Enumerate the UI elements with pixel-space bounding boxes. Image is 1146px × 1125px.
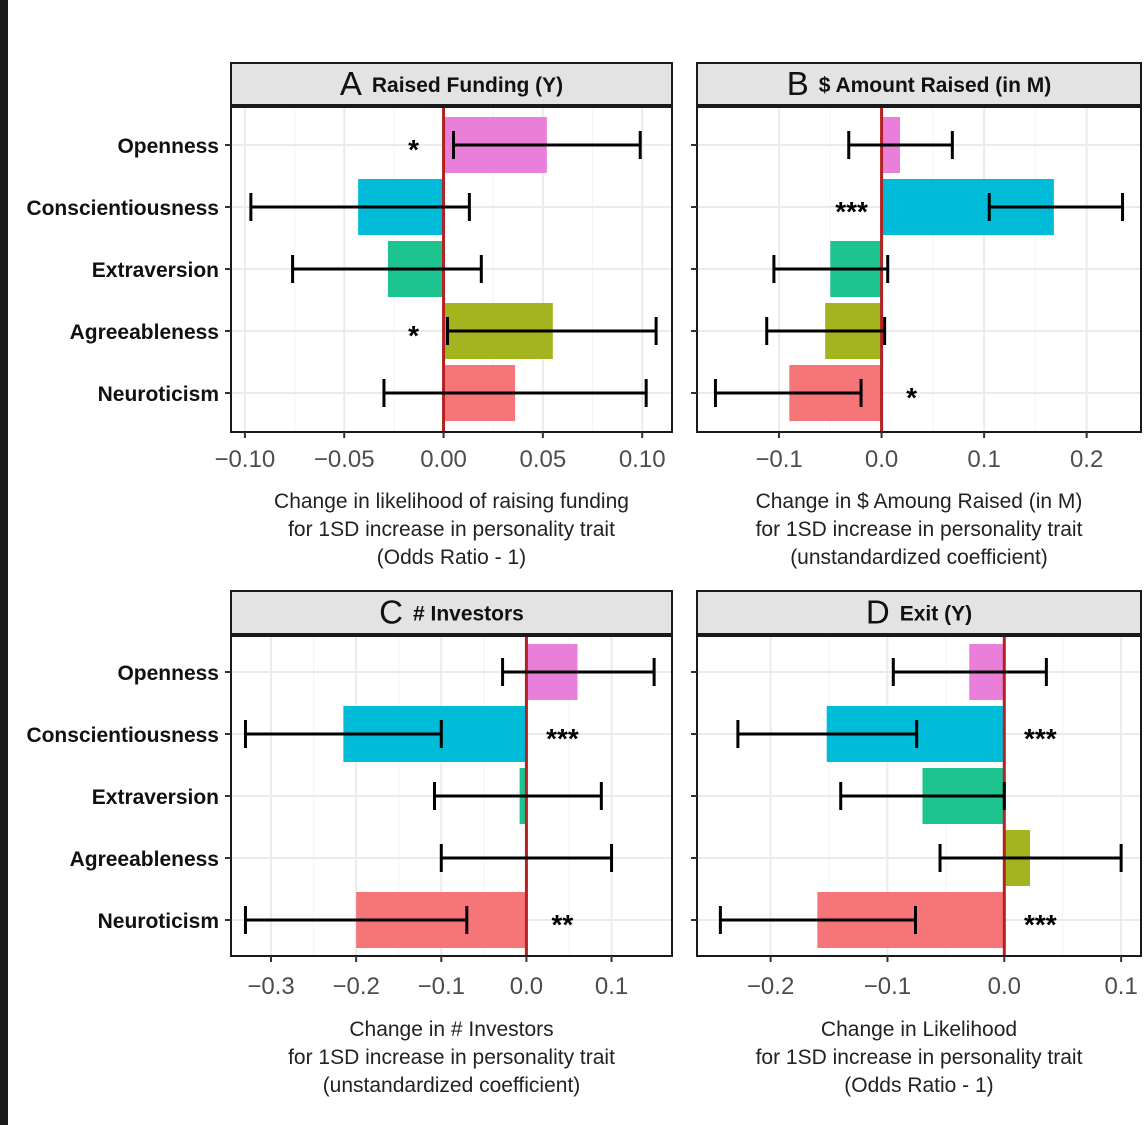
significance-label: **: [552, 909, 574, 940]
x-tick-label: 0.1: [967, 446, 1000, 473]
category-label: Extraversion: [92, 259, 219, 282]
x-tick-label: −0.05: [314, 446, 375, 473]
error-bar-openness: [847, 131, 954, 159]
x-axis-label-line: for 1SD increase in personality trait: [756, 1046, 1083, 1069]
x-tick-label: −0.10: [215, 446, 276, 473]
category-label: Conscientiousness: [26, 197, 219, 220]
significance-label: *: [408, 134, 419, 165]
panel-title: D Exit (Y): [866, 594, 972, 631]
error-bar-conscientiousness: [736, 720, 919, 748]
error-bar-extraversion: [839, 782, 1006, 810]
category-label: Extraversion: [92, 786, 219, 809]
panel-title: A Raised Funding (Y): [340, 65, 563, 102]
x-tick-label: 0.0: [988, 973, 1021, 1000]
panel-c: C # Investors*****OpennessConscientiousne…: [26, 590, 673, 1097]
panel-title: C # Investors: [379, 594, 524, 631]
category-label: Openness: [117, 135, 219, 158]
panel-title-text: Exit (Y): [900, 603, 972, 626]
x-axis-label-line: for 1SD increase in personality trait: [288, 518, 615, 541]
x-axis-label: Change in $ Amoung Raised (in M) for 1SD …: [756, 490, 1083, 569]
x-tick-label: 0.0: [510, 973, 543, 1000]
x-tick-label: 0.00: [420, 446, 467, 473]
category-label: Neuroticism: [98, 383, 219, 406]
error-bar-neuroticism: [382, 379, 648, 407]
panel-header: [696, 62, 1142, 106]
x-axis-label: Change in # Investors for 1SD increase in…: [288, 1018, 615, 1097]
x-tick-label: −0.3: [247, 973, 294, 1000]
panel-letter: B: [787, 65, 809, 102]
error-bar-conscientiousness: [987, 193, 1125, 221]
x-axis-label-line: (unstandardized coefficient): [790, 546, 1048, 569]
panel-a: A Raised Funding (Y) * * Openness Conscientio…: [26, 62, 673, 569]
x-tick-label: 0.0: [865, 446, 898, 473]
significance-label: ***: [546, 723, 579, 754]
category-label: Agreeableness: [70, 848, 219, 871]
left-edge-bar: [0, 0, 8, 1125]
error-bar-agreeableness: [938, 844, 1123, 872]
error-bar-conscientiousness: [249, 193, 471, 221]
error-bar-conscientiousness: [243, 720, 443, 748]
x-axis-label-line: for 1SD increase in personality trait: [756, 518, 1083, 541]
error-bar-neuroticism: [243, 906, 469, 934]
panel-header: [230, 590, 673, 635]
error-bar-extraversion: [432, 782, 603, 810]
x-axis-label-line: Change in $ Amoung Raised (in M): [756, 490, 1083, 513]
category-label: Agreeableness: [70, 321, 219, 344]
category-label: Openness: [117, 662, 219, 685]
x-tick-label: −0.1: [864, 973, 911, 1000]
significance-label: *: [408, 320, 419, 351]
x-axis-label-line: (unstandardized coefficient): [323, 1074, 581, 1097]
error-bar-openness: [501, 658, 656, 686]
category-label: Neuroticism: [98, 910, 219, 933]
x-axis-label-line: (Odds Ratio - 1): [844, 1074, 993, 1097]
panel-title-text: # Investors: [413, 603, 524, 626]
error-bar-agreeableness: [765, 317, 887, 345]
error-bar-openness: [891, 658, 1048, 686]
x-axis-label-line: for 1SD increase in personality trait: [288, 1046, 615, 1069]
x-tick-label: −0.2: [332, 973, 379, 1000]
significance-label: ***: [1024, 909, 1057, 940]
x-axis-label-line: Change in # Investors: [349, 1018, 553, 1041]
x-tick-label: 0.05: [520, 446, 567, 473]
error-bar-extraversion: [772, 255, 890, 283]
panel-header: [230, 62, 673, 106]
panel-title: B $ Amount Raised (in M): [787, 65, 1052, 102]
significance-label: ***: [835, 196, 868, 227]
x-tick-label: 0.1: [595, 973, 628, 1000]
panel-d: D Exit (Y) *** *** −0.2 −0.1 0.0 0.1 Change in L…: [691, 590, 1142, 1097]
x-tick-label: 0.1: [1104, 973, 1137, 1000]
x-axis-label: Change in likelihood of raising funding f…: [274, 490, 629, 569]
panel-header: [696, 590, 1142, 635]
error-bar-openness: [451, 131, 642, 159]
x-axis-label-line: Change in Likelihood: [821, 1018, 1017, 1041]
x-tick-label: −0.1: [418, 973, 465, 1000]
significance-label: *: [906, 382, 917, 413]
error-bar-neuroticism: [713, 379, 863, 407]
panel-b: B $ Amount Raised (in M)****−0.1 0.0 0.1 0.2…: [691, 62, 1142, 569]
panel-letter: D: [866, 594, 890, 631]
panel-title-text: $ Amount Raised (in M): [819, 74, 1052, 97]
x-tick-label: −0.1: [755, 446, 802, 473]
x-tick-label: 0.10: [619, 446, 666, 473]
error-bar-agreeableness: [439, 844, 614, 872]
panel-letter: A: [340, 65, 362, 102]
x-axis-label-line: (Odds Ratio - 1): [377, 546, 526, 569]
x-tick-label: −0.2: [747, 973, 794, 1000]
error-bar-extraversion: [291, 255, 483, 283]
panel-letter: C: [379, 594, 403, 631]
error-bar-neuroticism: [718, 906, 917, 934]
category-label: Conscientiousness: [26, 724, 219, 747]
significance-label: ***: [1024, 723, 1057, 754]
x-axis-label-line: Change in likelihood of raising funding: [274, 490, 629, 513]
x-tick-label: 0.2: [1070, 446, 1103, 473]
panel-title-text: Raised Funding (Y): [372, 74, 563, 97]
error-bar-agreeableness: [446, 317, 658, 345]
x-axis-label: Change in Likelihood for 1SD increase in …: [756, 1018, 1083, 1097]
